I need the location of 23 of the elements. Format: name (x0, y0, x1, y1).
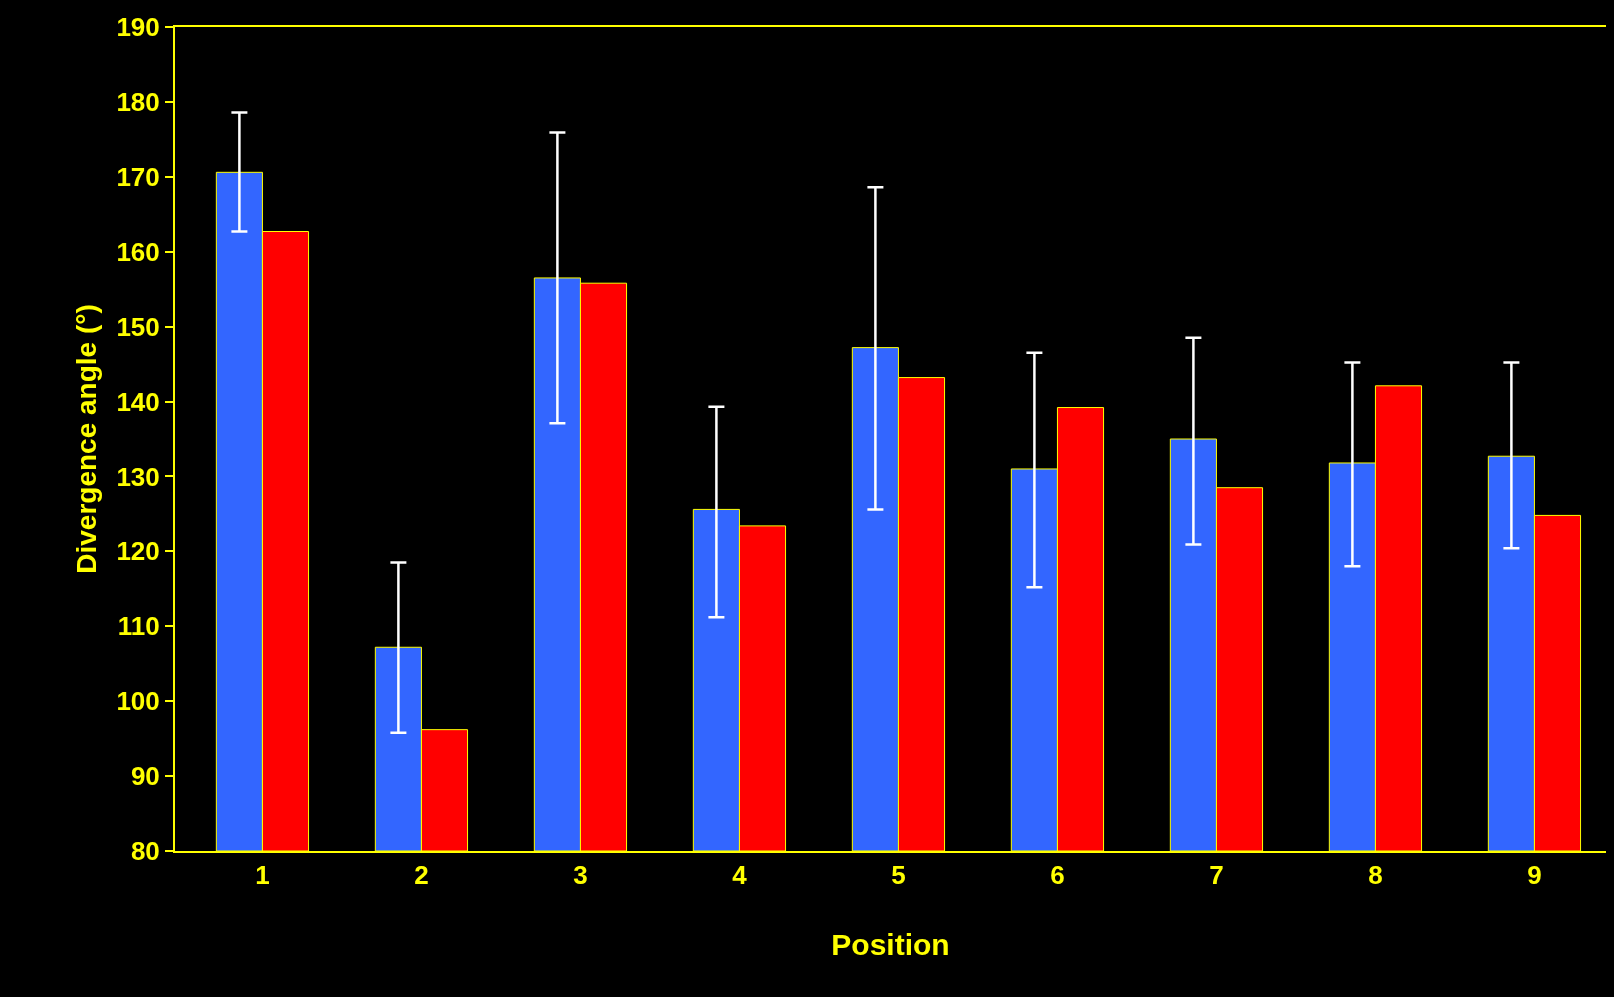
x-tick-label: 1 (255, 860, 270, 891)
y-tick-label: 190 (116, 12, 160, 43)
x-tick-label: 5 (891, 860, 906, 891)
y-tick-label: 170 (116, 161, 160, 192)
x-tick-label: 3 (573, 860, 588, 891)
y-tick-label: 120 (116, 536, 160, 567)
y-tick-label: 90 (130, 761, 160, 792)
y-axis-title: Divergence angle (°) (70, 304, 102, 574)
y-tick-label: 150 (116, 311, 160, 342)
x-tick-label: 9 (1527, 860, 1542, 891)
x-tick-label: 6 (1050, 860, 1065, 891)
y-tick-label: 100 (116, 686, 160, 717)
x-axis-title: Position (831, 928, 950, 962)
x-tick-label: 2 (414, 860, 429, 891)
y-tick-label: 130 (116, 461, 160, 492)
y-tick-label: 180 (116, 87, 160, 118)
y-tick-label: 140 (116, 386, 160, 417)
y-tick-label: 80 (130, 836, 160, 867)
x-tick-label: 8 (1368, 860, 1383, 891)
y-tick-label: 160 (116, 236, 160, 267)
x-tick-label: 4 (732, 860, 748, 891)
y-tick-label: 110 (117, 611, 160, 642)
x-tick-label: 7 (1209, 860, 1224, 891)
